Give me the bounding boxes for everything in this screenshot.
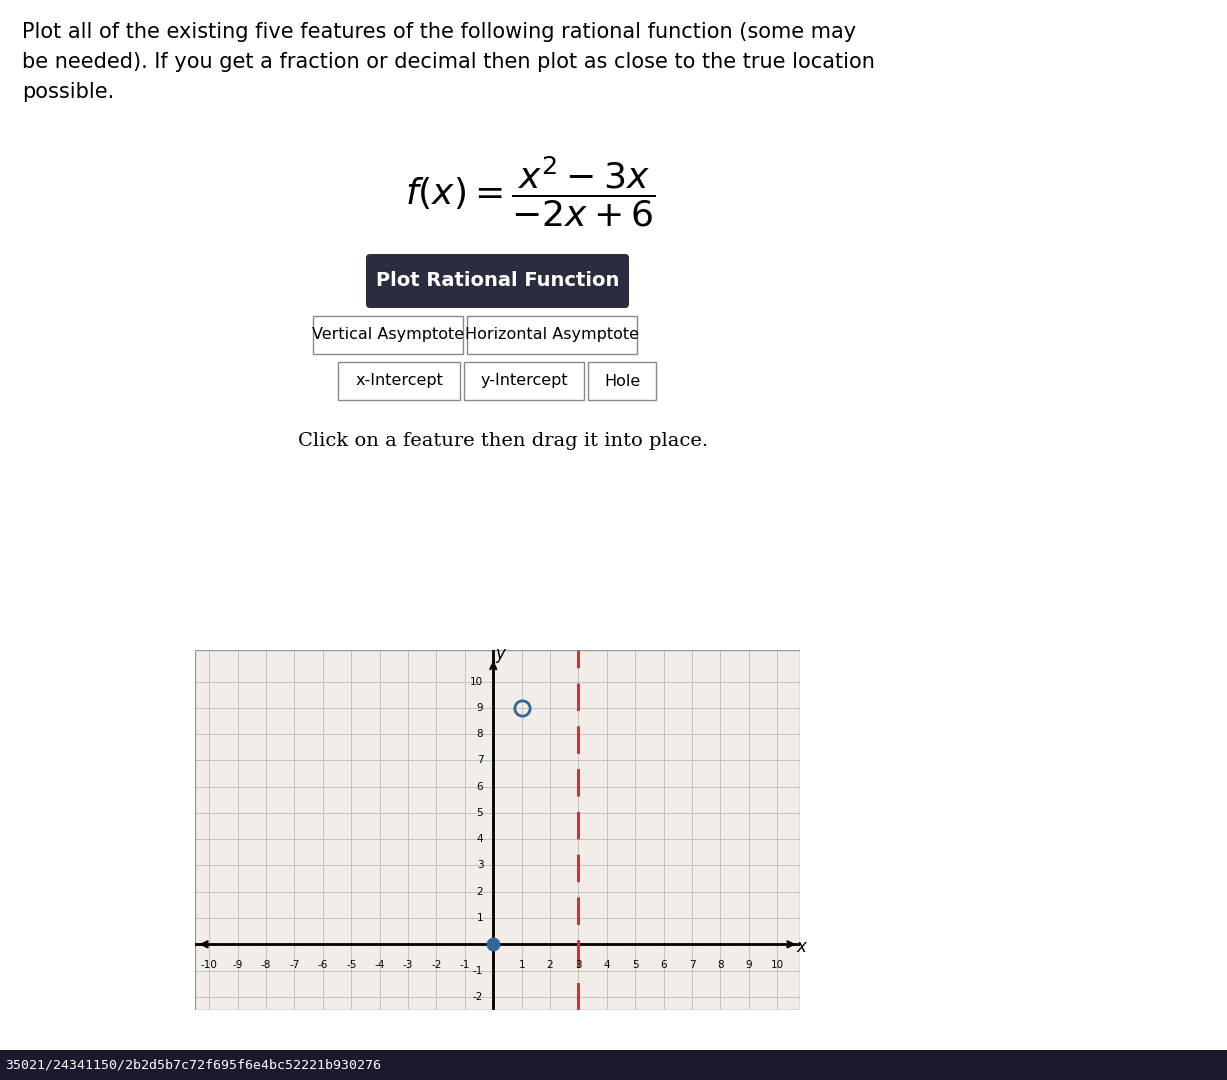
Text: -4: -4 [374,960,385,970]
Text: Vertical Asymptote: Vertical Asymptote [312,327,464,342]
Text: x-Intercept: x-Intercept [355,374,443,389]
Text: Click on a feature then drag it into place.: Click on a feature then drag it into pla… [298,432,708,450]
Text: 6: 6 [660,960,667,970]
Text: -3: -3 [402,960,413,970]
Text: 1: 1 [518,960,525,970]
Text: possible.: possible. [22,82,114,102]
Text: Horizontal Asymptote: Horizontal Asymptote [465,327,639,342]
Text: 10: 10 [470,676,483,687]
Text: 35021/24341150/2b2d5b7c72f695f6e4bc52221b930276: 35021/24341150/2b2d5b7c72f695f6e4bc52221… [5,1058,382,1071]
Text: 2: 2 [476,887,483,896]
Text: y-Intercept: y-Intercept [480,374,568,389]
Text: Hole: Hole [604,374,640,389]
FancyBboxPatch shape [464,362,584,400]
FancyBboxPatch shape [0,0,1227,1052]
Text: 8: 8 [717,960,724,970]
Text: -6: -6 [318,960,328,970]
Text: -1: -1 [460,960,470,970]
Text: $f(x) = \dfrac{x^2 - 3x}{-2x + 6}$: $f(x) = \dfrac{x^2 - 3x}{-2x + 6}$ [405,154,655,229]
Text: -2: -2 [472,991,483,1002]
Text: -10: -10 [201,960,217,970]
Text: -9: -9 [232,960,243,970]
Text: 9: 9 [746,960,752,970]
Text: -8: -8 [261,960,271,970]
Text: -2: -2 [431,960,442,970]
Text: 3: 3 [575,960,582,970]
Text: 3: 3 [476,861,483,870]
FancyBboxPatch shape [588,362,656,400]
Text: be needed). If you get a fraction or decimal then plot as close to the true loca: be needed). If you get a fraction or dec… [22,52,875,72]
Text: -7: -7 [290,960,299,970]
FancyBboxPatch shape [313,316,463,354]
Text: 1: 1 [476,913,483,923]
Text: 4: 4 [476,834,483,845]
Text: 4: 4 [604,960,610,970]
Text: x: x [796,937,806,956]
Text: 8: 8 [476,729,483,739]
Text: 2: 2 [547,960,553,970]
Text: -5: -5 [346,960,356,970]
FancyBboxPatch shape [467,316,637,354]
Text: 9: 9 [476,703,483,713]
Text: -1: -1 [472,966,483,975]
Text: 7: 7 [688,960,696,970]
FancyBboxPatch shape [366,254,629,308]
Text: Plot Rational Function: Plot Rational Function [375,271,620,291]
Text: y: y [496,645,506,663]
FancyBboxPatch shape [337,362,460,400]
Text: 5: 5 [632,960,638,970]
Text: 10: 10 [771,960,784,970]
FancyBboxPatch shape [0,1050,1227,1080]
Text: 5: 5 [476,808,483,818]
Text: 7: 7 [476,755,483,766]
Text: Plot all of the existing five features of the following rational function (some : Plot all of the existing five features o… [22,22,856,42]
Text: 6: 6 [476,782,483,792]
